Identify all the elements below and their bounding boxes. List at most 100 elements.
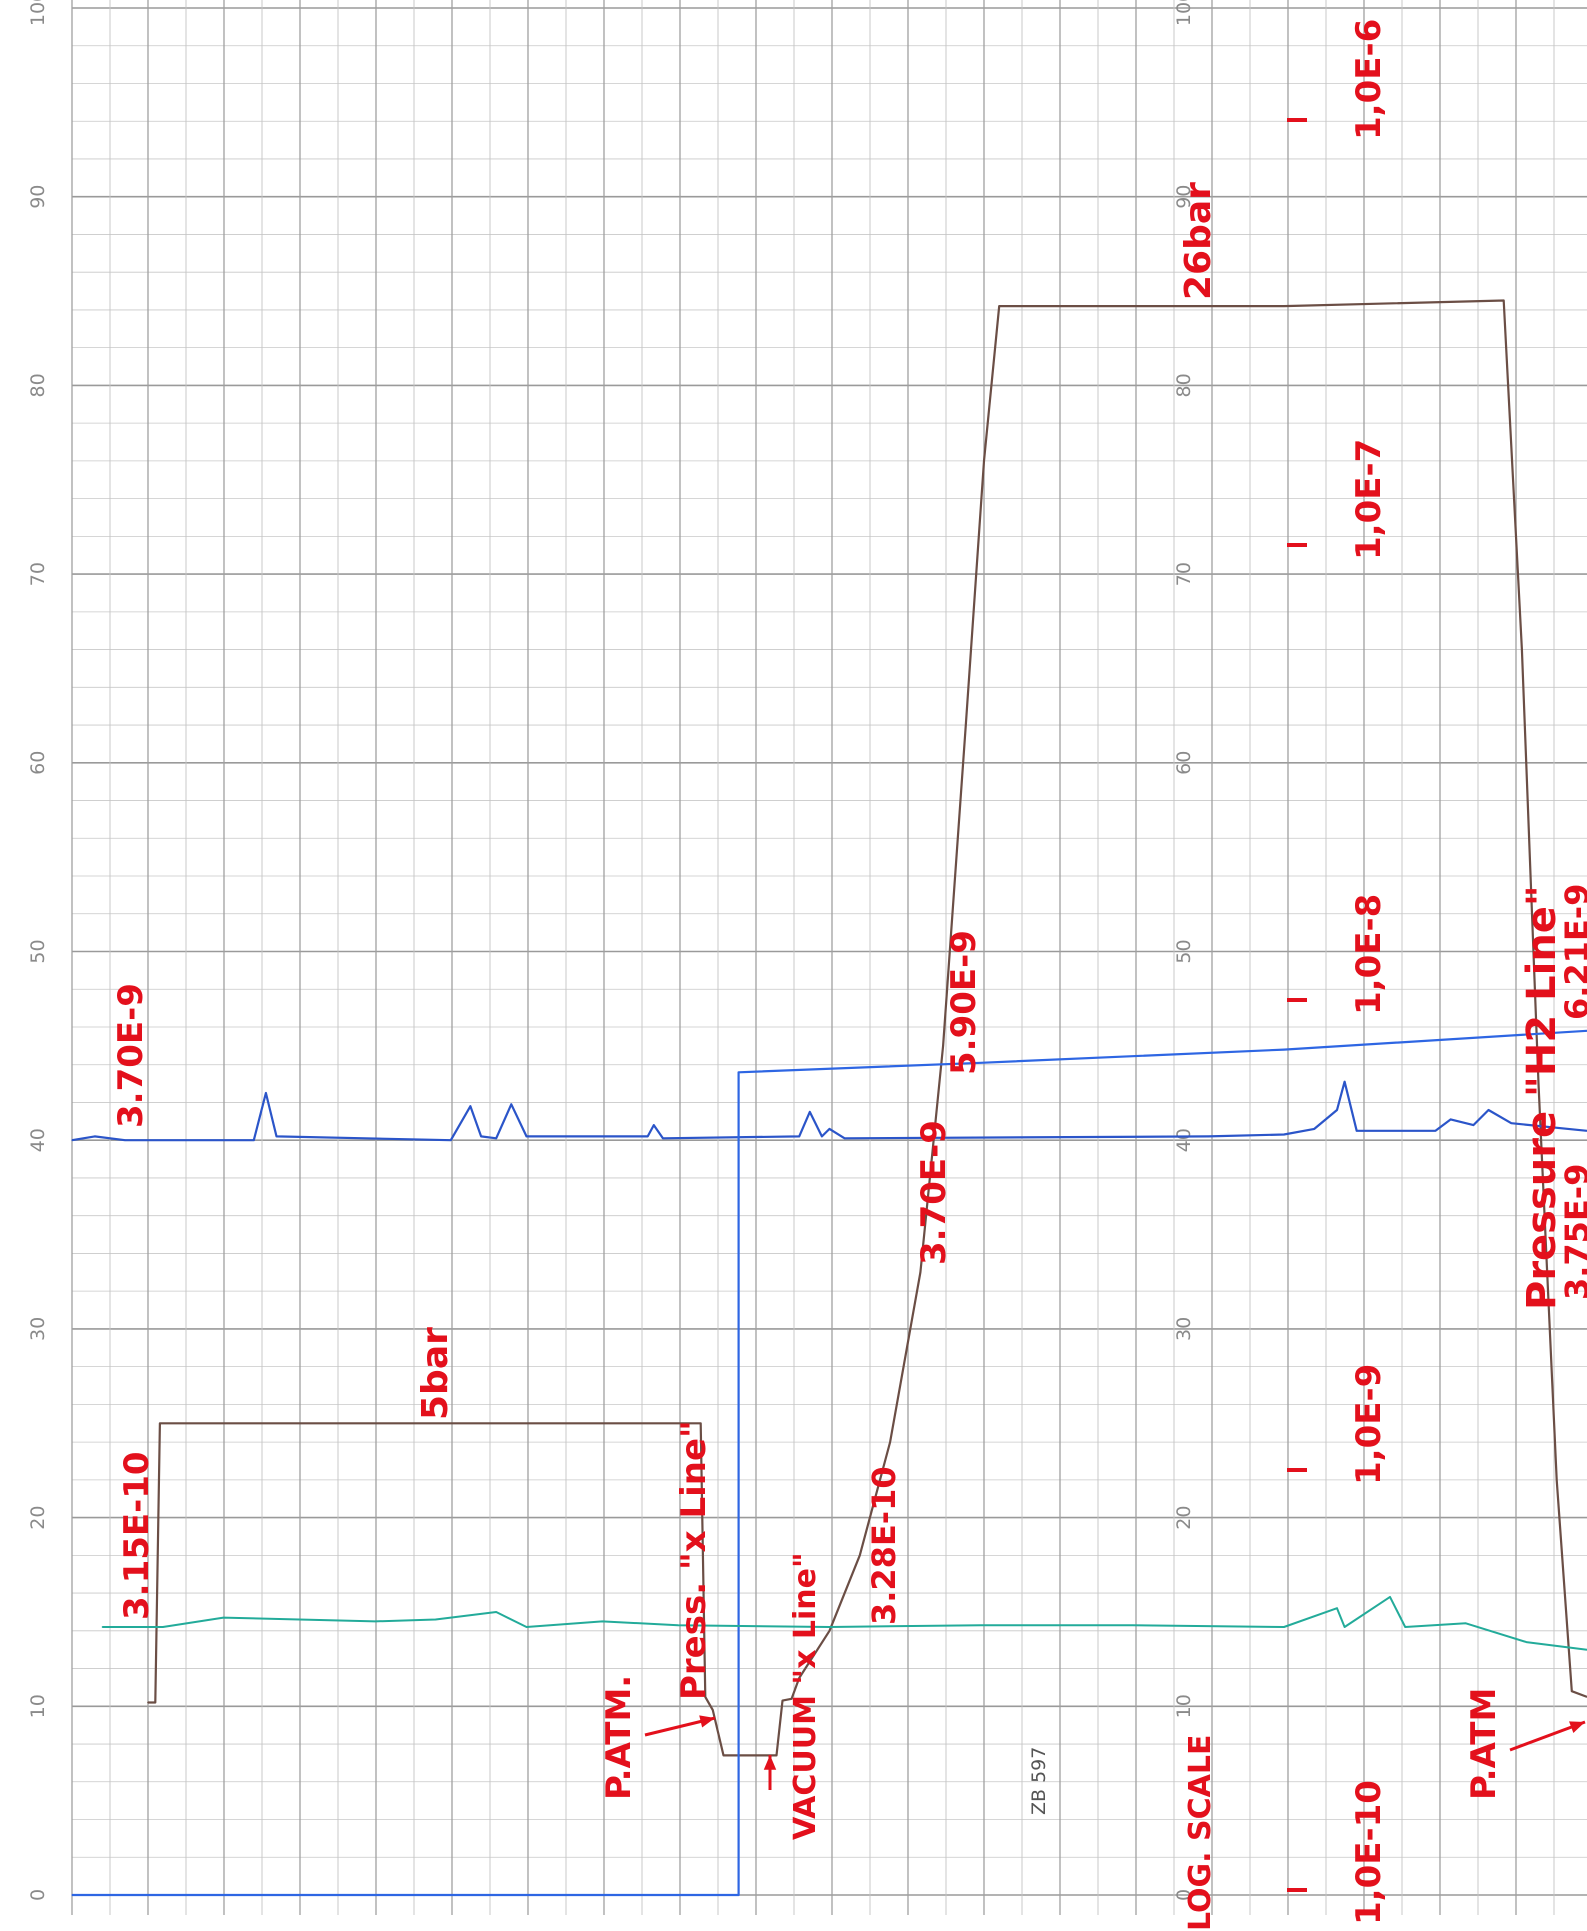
series-1-point-0 [147,1701,149,1704]
series-1-point-9 [781,1700,784,1702]
series-1-point-17 [965,724,967,726]
series-2-point-28 [1472,1124,1474,1126]
annotation-5bar: 5bar [415,1327,456,1420]
series-2-point-6 [450,1139,452,1141]
y-tick-left-100: 100 [27,0,49,26]
annotation-p-atm-right: P.ATM [1464,1688,1504,1800]
series-1-point-21 [1283,305,1285,307]
series-1-point-14 [889,1441,891,1443]
chart-id-label: ZB 597 [1028,1747,1050,1815]
series-1-point-11 [798,1677,800,1679]
series-2-point-13 [653,1124,655,1126]
series-4-point-15 [1344,1626,1346,1628]
annotation-3-75e-9: 3.75E-9 [1558,1164,1587,1300]
series-4-point-18 [1465,1622,1467,1624]
y-tick-mid-90: 90 [1173,185,1195,209]
series-2-point-16 [809,1111,811,1113]
series-2-point-3 [253,1139,255,1141]
series-2-point-4 [265,1092,267,1094]
annotation-26bar: 26bar [1178,182,1219,300]
series-2-point-7 [469,1105,471,1107]
series-4-point-3 [298,1618,300,1621]
y-tick-mid-80: 80 [1173,373,1195,397]
series-2-point-15 [798,1135,800,1137]
series-2-point-22 [1313,1128,1315,1130]
y-tick-mid-30: 30 [1173,1317,1195,1341]
series-2-point-8 [480,1135,482,1137]
series-4-point-11 [980,1624,982,1626]
annotation-log-1e-7: 1,0E-7 [1349,439,1389,560]
y-tick-left-30: 30 [27,1317,49,1341]
series-line-1 [147,299,1587,1757]
series-line-2 [71,1080,1587,1142]
annotation-pressure-h2-line: Pressure "H2 Line" [1519,885,1565,1310]
series-1-point-26 [1571,1690,1573,1692]
series-2-point-1 [94,1135,96,1137]
series-1-point-5 [704,1696,706,1698]
series-4-point-12 [1131,1624,1134,1626]
series-2-point-23 [1336,1109,1338,1111]
series-3-point-3 [980,1062,982,1064]
annotation-3-28e-10: 3.28E-10 [865,1466,903,1625]
annotation-log-1e-9: 1,0E-9 [1349,1364,1389,1485]
series-2-point-17 [821,1135,823,1137]
series-2-point-26 [1434,1130,1437,1132]
chart-grid [71,0,1587,1915]
series-2-point-2 [124,1139,126,1141]
series-4-point-14 [1336,1607,1338,1609]
annotation-log-scale: LOG. SCALE [1183,1735,1218,1931]
y-tick-mid-60: 60 [1173,751,1195,775]
annotation-5-90e-9: 5.90E-9 [944,930,984,1075]
series-2-point-9 [495,1137,497,1139]
series-3-point-2 [738,1071,740,1073]
series-4-point-16 [1389,1596,1391,1598]
annotation-3-70e-9-left: 3.70E-9 [111,983,151,1128]
y-tick-mid-100: 100 [1173,0,1195,26]
annotation-log-1e-10: 1,0E-10 [1349,1780,1389,1925]
series-4-point-17 [1404,1626,1406,1628]
series-1-point-25 [1556,1479,1558,1481]
series-1-point-13 [859,1554,861,1556]
series-2-point-11 [525,1135,528,1137]
y-tick-labels-left: 0 10 20 30 40 50 60 70 80 90 100 [27,0,49,1901]
series-1-point-10 [791,1698,793,1700]
series-2-point-25 [1356,1130,1358,1132]
series-4-point-8 [601,1620,603,1622]
series-1-point-8 [775,1754,778,1756]
y-tick-left-80: 80 [27,373,49,397]
annotation-6-21e-9: 6.21E-9 [1558,884,1587,1020]
series-1-point-12 [828,1630,831,1632]
series-2-point-24 [1344,1081,1346,1083]
series-2-point-0 [71,1139,73,1141]
series-2-point-19 [844,1137,846,1139]
y-tick-left-70: 70 [27,562,49,586]
arrow-p-atm-left-head [699,1715,715,1728]
series-1-point-24 [1537,1083,1540,1085]
annotation-press-x-line: Press. "x Line" [674,1420,714,1700]
y-tick-labels-middle: 0 10 20 30 40 50 60 70 80 90 100 [1173,0,1195,1901]
y-tick-mid-20: 20 [1173,1506,1195,1530]
series-2-point-10 [510,1103,512,1105]
annotation-p-atm-left: P.ATM. [599,1675,639,1800]
series-4-point-6 [495,1611,497,1613]
y-tick-left-20: 20 [27,1506,49,1530]
series-2-point-20 [1207,1135,1209,1137]
series-4-point-4 [374,1620,376,1622]
y-tick-left-90: 90 [27,185,49,209]
annotation-arrows [644,118,1586,1892]
series-4-point-10 [828,1626,831,1628]
y-tick-left-10: 10 [27,1694,49,1718]
series-1-point-3 [374,1422,376,1424]
series-4-point-19 [1525,1641,1527,1643]
series-lines [71,299,1587,1897]
series-4-point-9 [677,1624,679,1626]
series-1-point-4 [700,1422,702,1424]
series-1-point-22 [1503,299,1505,302]
arrow-vacuum-head [763,1755,777,1770]
series-4-point-0 [101,1626,103,1628]
series-2-point-5 [275,1135,278,1137]
series-1-point-20 [1131,305,1134,307]
annotation-3-70e-9-mid: 3.70E-9 [914,1120,954,1265]
series-3-point-0 [71,1894,73,1896]
arrow-p-atm-right-head [1569,1721,1585,1733]
